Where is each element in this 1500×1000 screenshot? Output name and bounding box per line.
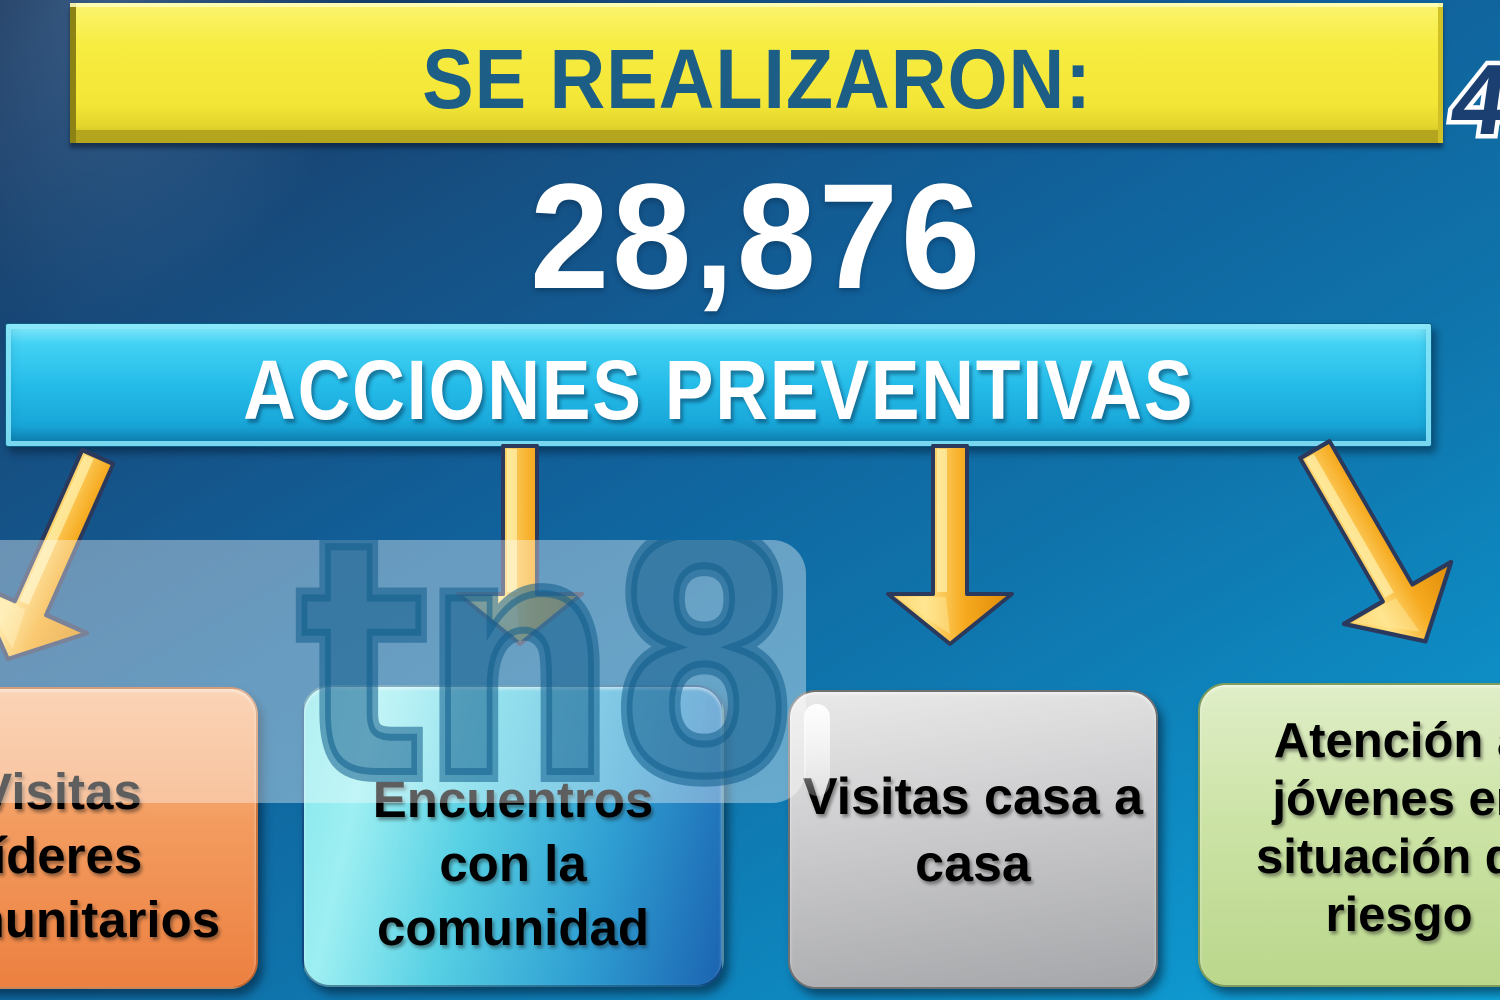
box-line: casa [915, 835, 1031, 893]
box-line: líderes [0, 827, 143, 884]
arrow-down-icon [886, 444, 1014, 646]
category-banner: ACCIONES PREVENTIVAS [5, 323, 1432, 447]
category-banner-text: ACCIONES PREVENTIVAS [242, 343, 1195, 437]
box-line: comunidad [376, 899, 649, 956]
header-banner: SE REALIZARON: [70, 3, 1443, 143]
total-number: 28,876 [530, 152, 983, 320]
box-line: Atención a [1273, 714, 1500, 768]
channel-4-logo-icon: 4 [1440, 40, 1500, 160]
arrow-down-left-icon [0, 447, 116, 662]
box-line: Visitas [0, 763, 142, 820]
box-line: comunitarios [0, 891, 221, 948]
box-line: Encuentros [372, 771, 654, 828]
box-line: Visitas casa a [802, 768, 1144, 826]
action-box-visitas-casa: Visitas casa a casa [788, 690, 1158, 989]
box-line: riesgo [1325, 888, 1473, 942]
box-line: con la [439, 835, 587, 892]
action-box-visitas-lideres: Visitas líderes comunitarios [0, 687, 258, 989]
arrow-down-icon [456, 444, 584, 646]
action-box-atencion-jovenes: Atención a jóvenes en situación de riesg… [1198, 683, 1500, 987]
header-banner-text: SE REALIZARON: [421, 32, 1092, 126]
gloss-highlight [804, 704, 830, 796]
box-line: jóvenes en [1272, 772, 1500, 826]
arrow-down-right-icon [1298, 439, 1454, 644]
channel-4-logo-glyph: 4 [1445, 44, 1500, 155]
action-box-encuentros-comunidad: Encuentros con la comunidad [302, 685, 724, 987]
box-line: situación de [1256, 830, 1500, 884]
